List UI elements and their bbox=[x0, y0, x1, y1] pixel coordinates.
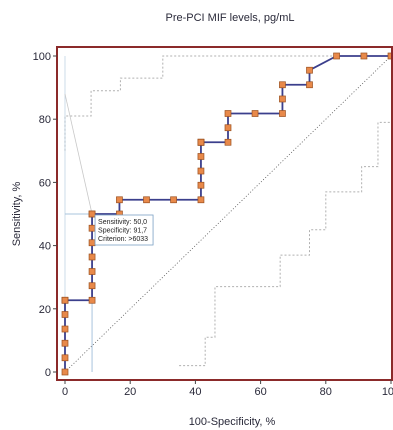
roc-point bbox=[251, 110, 259, 117]
roc-point bbox=[224, 110, 232, 117]
roc-point bbox=[88, 253, 96, 261]
x-tick-label: 20 bbox=[124, 386, 136, 398]
roc-point bbox=[61, 368, 69, 376]
annotation-specificity: Specificity: 91,7 bbox=[98, 228, 147, 235]
roc-point bbox=[88, 224, 96, 232]
roc-point bbox=[197, 153, 205, 160]
roc-point bbox=[61, 311, 69, 318]
roc-point bbox=[279, 95, 286, 103]
annotation-sensitivity: Sensitivity: 50,0 bbox=[98, 219, 147, 226]
roc-point bbox=[88, 268, 96, 275]
y-axis-label: Sensitivity, % bbox=[11, 181, 23, 246]
roc-point bbox=[61, 296, 69, 304]
roc-curve-line bbox=[64, 55, 391, 372]
roc-point bbox=[61, 339, 69, 347]
confidence-band-upper bbox=[64, 55, 391, 151]
roc-point bbox=[279, 81, 286, 89]
roc-curve bbox=[64, 55, 391, 372]
roc-point bbox=[197, 167, 205, 175]
roc-point bbox=[306, 81, 313, 89]
roc-point bbox=[88, 282, 96, 290]
roc-markers bbox=[61, 52, 393, 376]
roc-point bbox=[61, 325, 69, 333]
plot-frame bbox=[56, 46, 393, 381]
roc-point bbox=[333, 52, 340, 60]
x-tick-label: 60 bbox=[254, 386, 266, 398]
y-tick-label: 60 bbox=[39, 177, 51, 189]
roc-point bbox=[197, 196, 205, 204]
y-tick-label: 0 bbox=[45, 367, 51, 379]
roc-point bbox=[116, 196, 123, 204]
roc-point bbox=[88, 296, 96, 304]
annotation-box bbox=[94, 214, 154, 246]
x-tick-label: 0 bbox=[62, 386, 68, 398]
roc-point bbox=[170, 196, 177, 204]
x-tick-label: 80 bbox=[320, 386, 332, 398]
roc-point bbox=[88, 210, 96, 218]
roc-point bbox=[197, 138, 205, 146]
roc-point bbox=[306, 66, 313, 74]
roc-point bbox=[88, 239, 96, 247]
x-tick-label: 40 bbox=[189, 386, 201, 398]
criterion-guide-lines bbox=[64, 56, 93, 372]
y-tick-label: 100 bbox=[33, 51, 51, 63]
criterion-annotation: Sensitivity: 50,0 Specificity: 91,7 Crit… bbox=[94, 214, 154, 246]
roc-point bbox=[224, 138, 232, 146]
roc-point bbox=[61, 354, 69, 362]
annotation-criterion: Criterion: >6033 bbox=[98, 236, 148, 243]
roc-point bbox=[360, 52, 368, 60]
roc-point bbox=[224, 124, 232, 132]
roc-point bbox=[197, 181, 205, 189]
roc-point bbox=[279, 110, 286, 117]
x-axis-label: 100-Specificity, % bbox=[189, 416, 276, 428]
confidence-band-lower bbox=[179, 121, 391, 367]
x-axis-ticks: 0 20 40 60 80 100 bbox=[62, 380, 393, 398]
x-tick-label: 100 bbox=[382, 386, 393, 398]
y-tick-label: 80 bbox=[39, 114, 51, 126]
criterion-leader-line bbox=[64, 93, 93, 215]
reference-diagonal bbox=[64, 55, 392, 373]
chart-title: Pre-PCI MIF levels, pg/mL bbox=[166, 12, 295, 24]
roc-point bbox=[143, 196, 150, 204]
y-axis-ticks: 0 20 40 60 80 100 bbox=[33, 51, 57, 379]
y-tick-label: 40 bbox=[39, 241, 51, 253]
y-tick-label: 20 bbox=[39, 304, 51, 316]
confidence-band bbox=[64, 55, 391, 367]
